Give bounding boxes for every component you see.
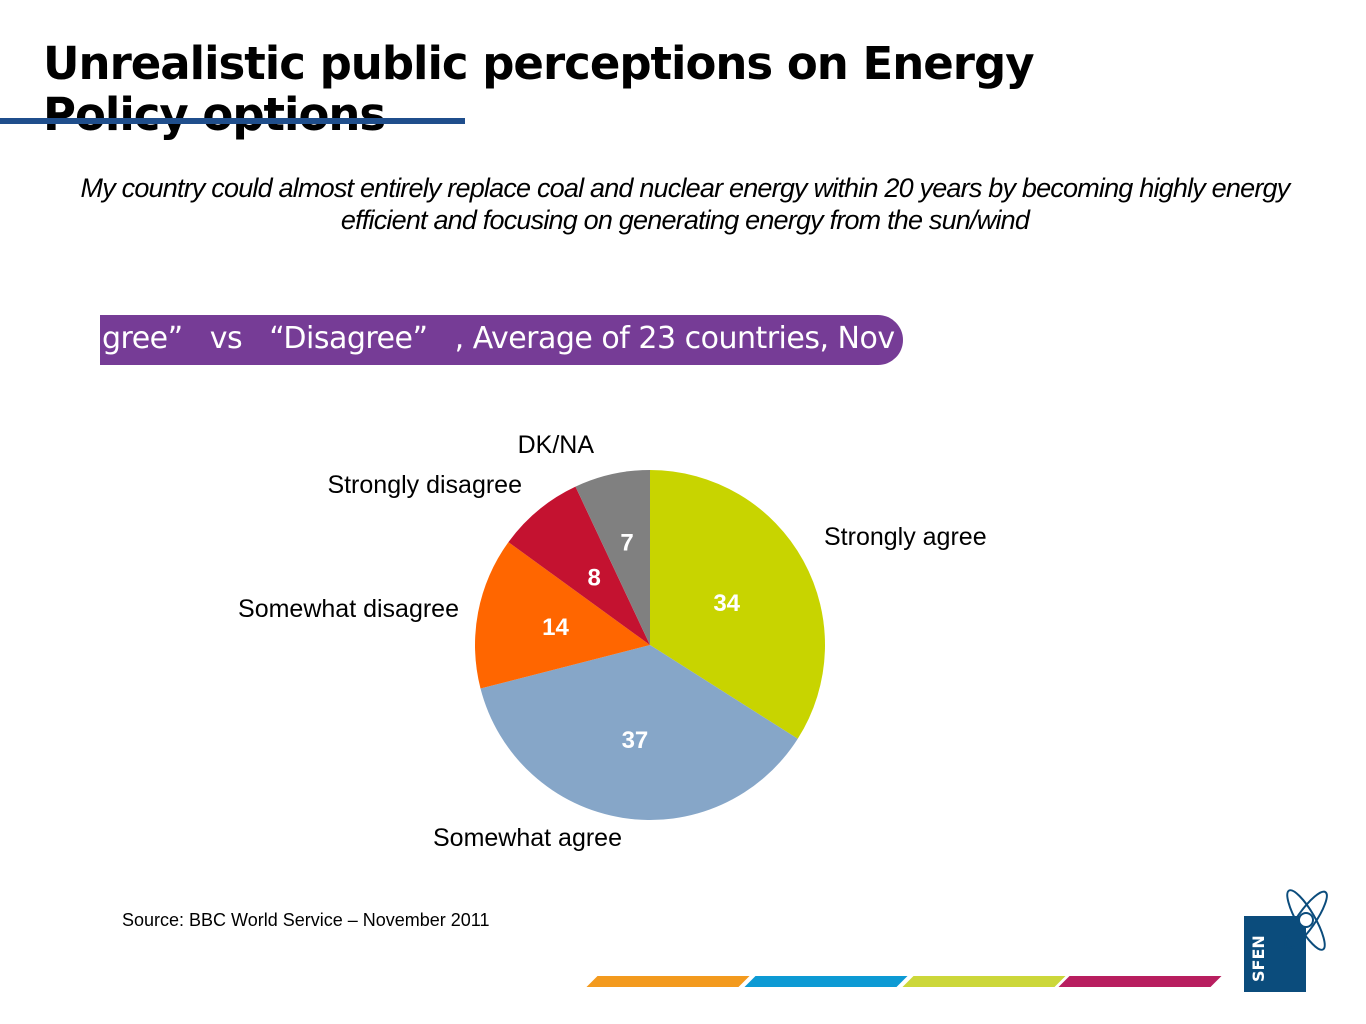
slice-label: Strongly disagree bbox=[327, 471, 522, 499]
slide-title: Unrealistic public perceptions on Energy… bbox=[43, 37, 1035, 141]
stripe-magenta bbox=[1058, 976, 1222, 987]
stripe-orange bbox=[586, 976, 750, 987]
data-label: 37 bbox=[622, 727, 649, 754]
logo-text: SFEN bbox=[1249, 935, 1268, 982]
banner-text: gree” vs “Disagree” , Average of 23 coun… bbox=[102, 321, 903, 356]
data-label: 34 bbox=[713, 590, 740, 617]
stripe-green bbox=[902, 976, 1066, 987]
slice-label: Strongly agree bbox=[824, 523, 987, 551]
pie-slice-somewhat-agree bbox=[480, 645, 798, 821]
data-label: 14 bbox=[542, 614, 569, 641]
survey-question: My country could almost entirely replace… bbox=[80, 173, 1291, 235]
pie-slice-strongly-agree bbox=[650, 470, 826, 739]
pie-slice-somewhat-disagree bbox=[475, 542, 650, 689]
pie-slice-dk-na bbox=[575, 470, 650, 645]
pie-slice-strongly-disagree bbox=[508, 486, 650, 645]
slice-label: Somewhat disagree bbox=[238, 595, 459, 623]
stripe-blue bbox=[744, 976, 908, 987]
title-underline bbox=[0, 118, 465, 124]
slice-label: DK/NA bbox=[518, 431, 595, 459]
source-note: Source: BBC World Service – November 201… bbox=[122, 910, 490, 930]
data-label: 8 bbox=[588, 565, 601, 592]
data-label: 7 bbox=[620, 530, 633, 557]
sfen-logo: SFEN bbox=[1244, 889, 1328, 992]
subtitle-banner: gree” vs “Disagree” , Average of 23 coun… bbox=[100, 315, 903, 365]
slice-label: Somewhat agree bbox=[433, 824, 622, 852]
